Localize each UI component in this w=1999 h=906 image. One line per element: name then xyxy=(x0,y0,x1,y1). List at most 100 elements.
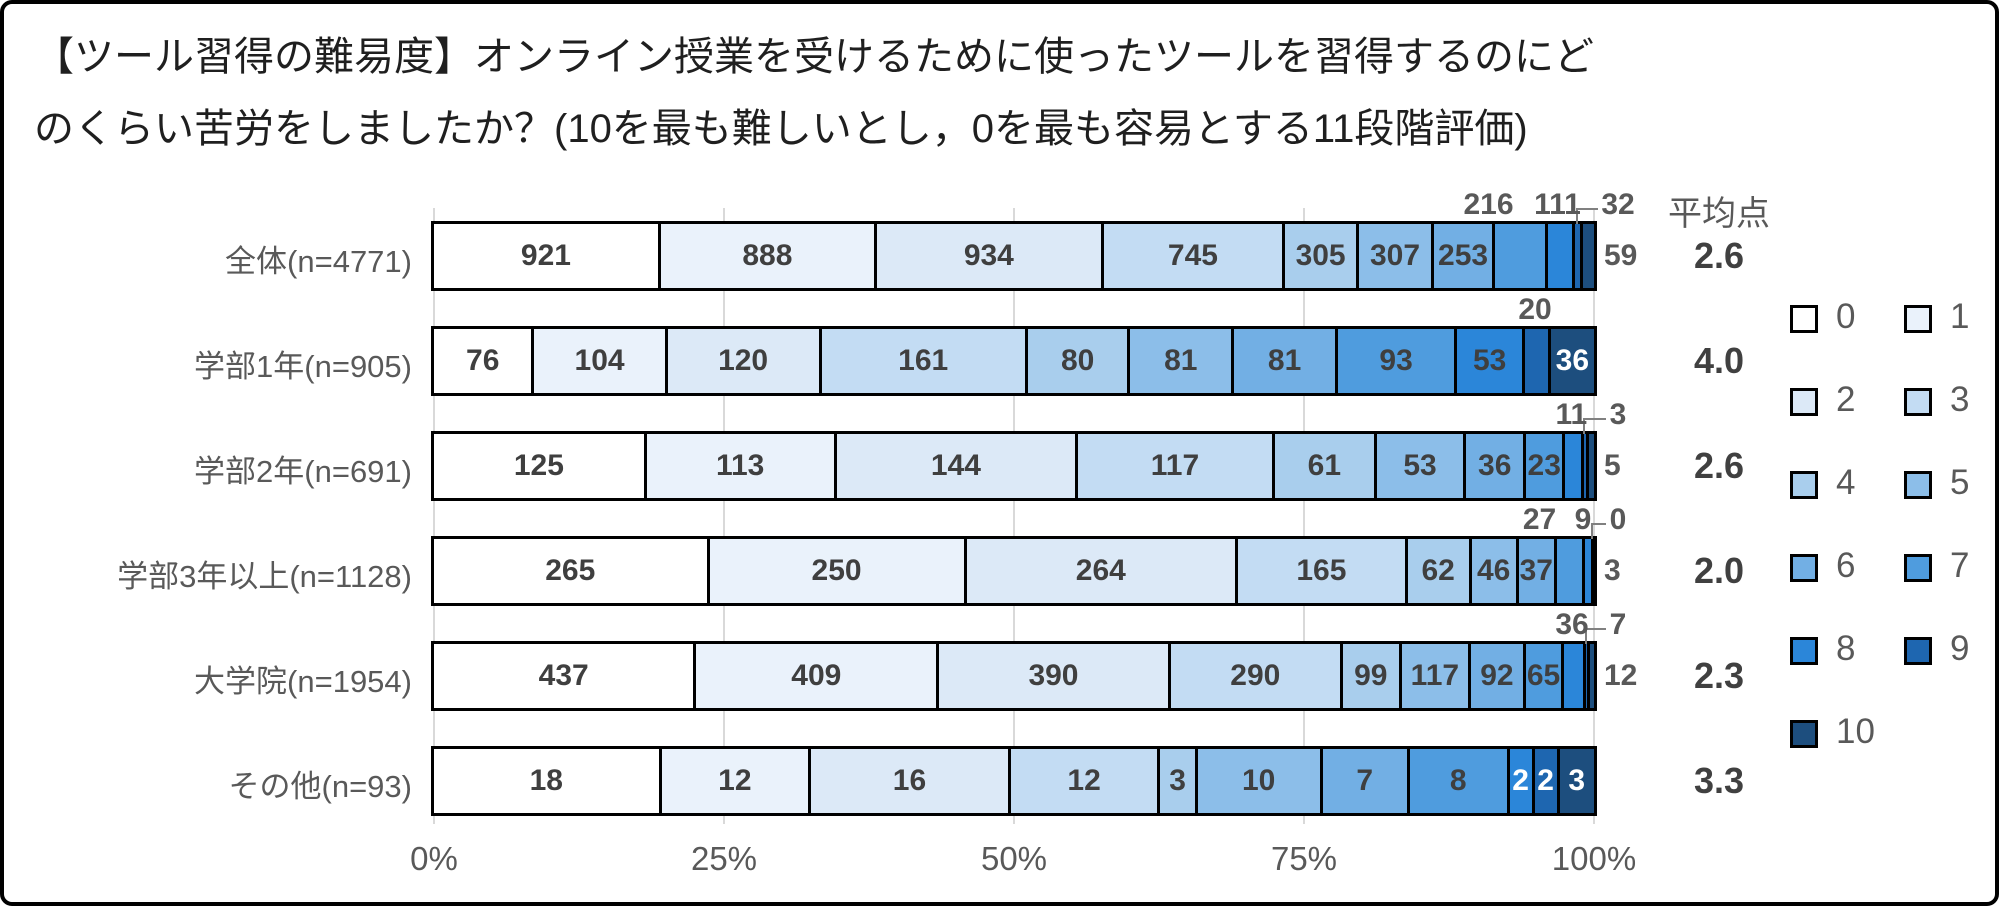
legend-label-7: 7 xyxy=(1950,546,1970,585)
bar-segment-score-3: 290 xyxy=(1167,644,1340,708)
callout-label: 27 xyxy=(1522,503,1557,536)
bar-segment-score-8 xyxy=(1561,644,1583,708)
average-value: 4.0 xyxy=(1693,340,1745,381)
bar-segment-score-3: 745 xyxy=(1100,224,1283,288)
bar-segment-score-2: 934 xyxy=(873,224,1101,288)
legend-swatch-10 xyxy=(1790,720,1818,748)
value-label: 53 xyxy=(1472,344,1507,377)
value-label: 46 xyxy=(1476,554,1511,587)
value-label: 390 xyxy=(1028,659,1079,692)
category-label: 学部1年(n=905) xyxy=(194,349,412,384)
callout-label: 9 xyxy=(1574,503,1592,536)
bar-segment-score-5: 307 xyxy=(1356,224,1431,288)
bar-segment-score-1: 104 xyxy=(531,329,665,393)
bar-segment-score-0: 921 xyxy=(434,224,658,288)
value-label: 92 xyxy=(1480,659,1514,692)
bar-segment-score-9: 2 xyxy=(1531,749,1557,813)
legend-label-4: 4 xyxy=(1836,463,1856,502)
value-label: 8 xyxy=(1449,764,1467,797)
value-label: 18 xyxy=(529,764,563,797)
stacked-bar: 437 409 390 290 99 117 92 65 xyxy=(431,641,1597,711)
legend-label-10: 10 xyxy=(1836,712,1875,751)
bar-segment-score-9 xyxy=(1571,224,1580,288)
value-label: 307 xyxy=(1369,239,1421,272)
bar-segment-score-4: 80 xyxy=(1024,329,1128,393)
average-value: 2.6 xyxy=(1693,235,1745,276)
average-column-header: 平均点 xyxy=(1668,195,1770,233)
value-label: 934 xyxy=(963,239,1014,272)
value-label: 93 xyxy=(1379,344,1413,377)
value-label: 7 xyxy=(1356,764,1374,797)
legend-swatch-9 xyxy=(1904,637,1932,665)
bar-segment-score-4: 62 xyxy=(1404,539,1469,603)
legend-swatch-1 xyxy=(1904,305,1932,333)
value-label: 3 xyxy=(1568,764,1586,797)
value-label: 104 xyxy=(574,344,625,377)
bar-segment-score-8: 2 xyxy=(1506,749,1532,813)
bar-segment-score-10 xyxy=(1586,644,1594,708)
callout-label: 111 xyxy=(1534,188,1581,221)
bar-segment-score-5: 81 xyxy=(1127,329,1232,393)
value-label: 65 xyxy=(1526,659,1561,692)
legend-label-0: 0 xyxy=(1836,297,1856,336)
callout-label: 0 xyxy=(1609,503,1627,536)
value-label-right: 3 xyxy=(1604,554,1621,587)
bar-segment-score-2: 16 xyxy=(808,749,1008,813)
value-label: 250 xyxy=(811,554,862,587)
legend-swatch-3 xyxy=(1904,388,1932,416)
legend-swatch-6 xyxy=(1790,554,1818,582)
value-label: 23 xyxy=(1527,449,1561,482)
category-label: 全体(n=4771) xyxy=(225,244,412,279)
chart-title-line-1: 【ツール習得の難易度】オンライン授業を受けるために使ったツールを習得するのにど xyxy=(34,35,1594,79)
gridline xyxy=(1593,208,1595,824)
callout-leader-line xyxy=(1575,208,1598,224)
value-label: 81 xyxy=(1267,344,1302,377)
bar-segment-score-10 xyxy=(1579,224,1594,288)
gridline xyxy=(723,208,725,824)
stacked-bar: 921 888 934 745 305 307 253 xyxy=(431,221,1597,291)
bar-segment-score-3: 117 xyxy=(1075,434,1272,498)
value-label: 290 xyxy=(1230,659,1281,692)
average-value: 2.3 xyxy=(1693,655,1745,696)
bar-segment-score-4: 3 xyxy=(1157,749,1195,813)
legend-label-1: 1 xyxy=(1950,297,1970,336)
value-label: 53 xyxy=(1403,449,1437,482)
category-label: その他(n=93) xyxy=(228,769,412,804)
value-label: 745 xyxy=(1167,239,1218,272)
bar-segment-score-10: 3 xyxy=(1556,749,1594,813)
bar-segment-score-2: 264 xyxy=(963,539,1236,603)
callout-label: 7 xyxy=(1609,608,1627,641)
category-label: 学部2年(n=691) xyxy=(194,454,412,489)
bar-segment-score-8 xyxy=(1581,539,1591,603)
value-label: 125 xyxy=(513,449,564,482)
bar-segment-score-4: 61 xyxy=(1271,434,1375,498)
bar-segment-score-9 xyxy=(1590,539,1594,603)
legend-swatch-5 xyxy=(1904,471,1932,499)
bar-segment-score-8 xyxy=(1562,434,1581,498)
value-label-right: 5 xyxy=(1604,449,1621,482)
bar-segment-score-9 xyxy=(1582,644,1587,708)
bar-segment-score-6: 92 xyxy=(1468,644,1523,708)
legend-swatch-8 xyxy=(1790,637,1818,665)
bar-segment-score-4: 99 xyxy=(1339,644,1399,708)
average-value: 3.3 xyxy=(1693,760,1745,801)
value-label: 117 xyxy=(1150,449,1200,482)
bar-segment-score-4: 305 xyxy=(1282,224,1357,288)
x-axis-tick-label: 50% xyxy=(980,840,1048,877)
bar-segment-score-7 xyxy=(1553,539,1582,603)
bar-segment-score-3: 165 xyxy=(1235,539,1405,603)
value-label: 76 xyxy=(466,344,500,377)
value-label: 81 xyxy=(1164,344,1198,377)
value-label: 888 xyxy=(742,239,793,272)
stacked-bar: 76 104 120 161 80 81 81 93 53 36 xyxy=(431,326,1597,396)
bar-segment-score-2: 120 xyxy=(664,329,819,393)
bar-segment-score-7: 23 xyxy=(1523,434,1563,498)
bar-segment-score-0: 437 xyxy=(434,644,694,708)
legend-label-9: 9 xyxy=(1950,629,1970,668)
bar-segment-score-6: 7 xyxy=(1319,749,1407,813)
legend-swatch-4 xyxy=(1790,471,1818,499)
gridline xyxy=(1303,208,1305,824)
bar-segment-score-10: 36 xyxy=(1547,329,1594,393)
stacked-bar: 265 250 264 165 62 46 37 xyxy=(431,536,1597,606)
bar-segment-score-2: 144 xyxy=(833,434,1076,498)
